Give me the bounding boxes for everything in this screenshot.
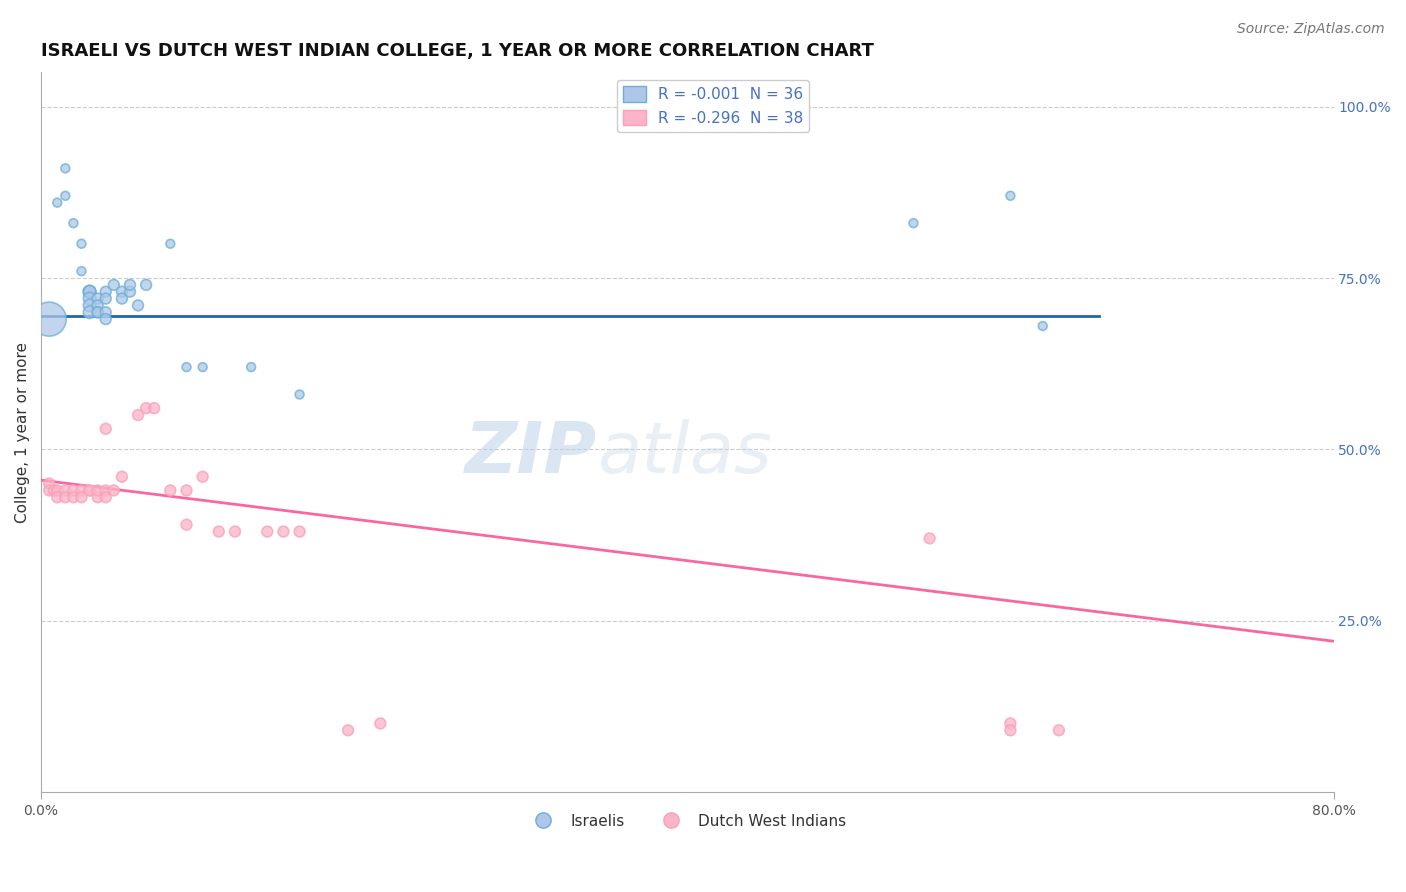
- Point: [103, 483, 125, 498]
- Point: [86, 305, 108, 319]
- Legend: Israelis, Dutch West Indians: Israelis, Dutch West Indians: [522, 807, 852, 835]
- Point: [62, 216, 84, 230]
- Point: [79, 483, 101, 498]
- Point: [86, 305, 108, 319]
- Point: [94, 292, 117, 306]
- Point: [1000, 723, 1022, 738]
- Point: [53, 491, 76, 505]
- Point: [94, 305, 117, 319]
- Text: atlas: atlas: [596, 419, 772, 488]
- Point: [111, 285, 134, 299]
- Point: [53, 483, 76, 498]
- Point: [94, 483, 117, 498]
- Point: [127, 298, 149, 312]
- Point: [176, 360, 198, 375]
- Point: [288, 524, 311, 539]
- Point: [1032, 318, 1054, 333]
- Point: [94, 491, 117, 505]
- Point: [79, 285, 101, 299]
- Point: [135, 401, 157, 416]
- Point: [62, 483, 84, 498]
- Point: [903, 216, 925, 230]
- Text: ISRAELI VS DUTCH WEST INDIAN COLLEGE, 1 YEAR OR MORE CORRELATION CHART: ISRAELI VS DUTCH WEST INDIAN COLLEGE, 1 …: [41, 42, 875, 60]
- Point: [111, 292, 134, 306]
- Point: [240, 360, 263, 375]
- Point: [208, 524, 231, 539]
- Point: [370, 716, 392, 731]
- Point: [337, 723, 360, 738]
- Point: [70, 491, 93, 505]
- Point: [79, 305, 101, 319]
- Point: [224, 524, 246, 539]
- Point: [79, 285, 101, 299]
- Point: [103, 277, 125, 292]
- Point: [135, 277, 157, 292]
- Point: [86, 298, 108, 312]
- Point: [111, 469, 134, 483]
- Point: [46, 483, 69, 498]
- Point: [1000, 188, 1022, 202]
- Point: [1047, 723, 1070, 738]
- Point: [159, 236, 181, 251]
- Point: [70, 264, 93, 278]
- Point: [46, 491, 69, 505]
- Point: [79, 292, 101, 306]
- Point: [159, 483, 181, 498]
- Point: [42, 483, 65, 498]
- Point: [273, 524, 295, 539]
- Point: [191, 360, 214, 375]
- Text: Source: ZipAtlas.com: Source: ZipAtlas.com: [1237, 22, 1385, 37]
- Point: [127, 408, 149, 422]
- Point: [94, 285, 117, 299]
- Point: [143, 401, 166, 416]
- Point: [86, 292, 108, 306]
- Point: [86, 491, 108, 505]
- Point: [62, 491, 84, 505]
- Point: [38, 312, 60, 326]
- Point: [191, 469, 214, 483]
- Point: [53, 188, 76, 202]
- Point: [70, 483, 93, 498]
- Point: [70, 236, 93, 251]
- Point: [86, 483, 108, 498]
- Point: [79, 483, 101, 498]
- Point: [1000, 716, 1022, 731]
- Text: ZIP: ZIP: [464, 419, 596, 488]
- Point: [38, 476, 60, 491]
- Point: [176, 483, 198, 498]
- Point: [79, 298, 101, 312]
- Y-axis label: College, 1 year or more: College, 1 year or more: [15, 342, 30, 523]
- Point: [118, 285, 141, 299]
- Point: [38, 483, 60, 498]
- Point: [256, 524, 278, 539]
- Point: [94, 422, 117, 436]
- Point: [918, 532, 941, 546]
- Point: [118, 277, 141, 292]
- Point: [79, 285, 101, 299]
- Point: [176, 517, 198, 532]
- Point: [94, 312, 117, 326]
- Point: [288, 387, 311, 401]
- Point: [53, 161, 76, 176]
- Point: [46, 195, 69, 210]
